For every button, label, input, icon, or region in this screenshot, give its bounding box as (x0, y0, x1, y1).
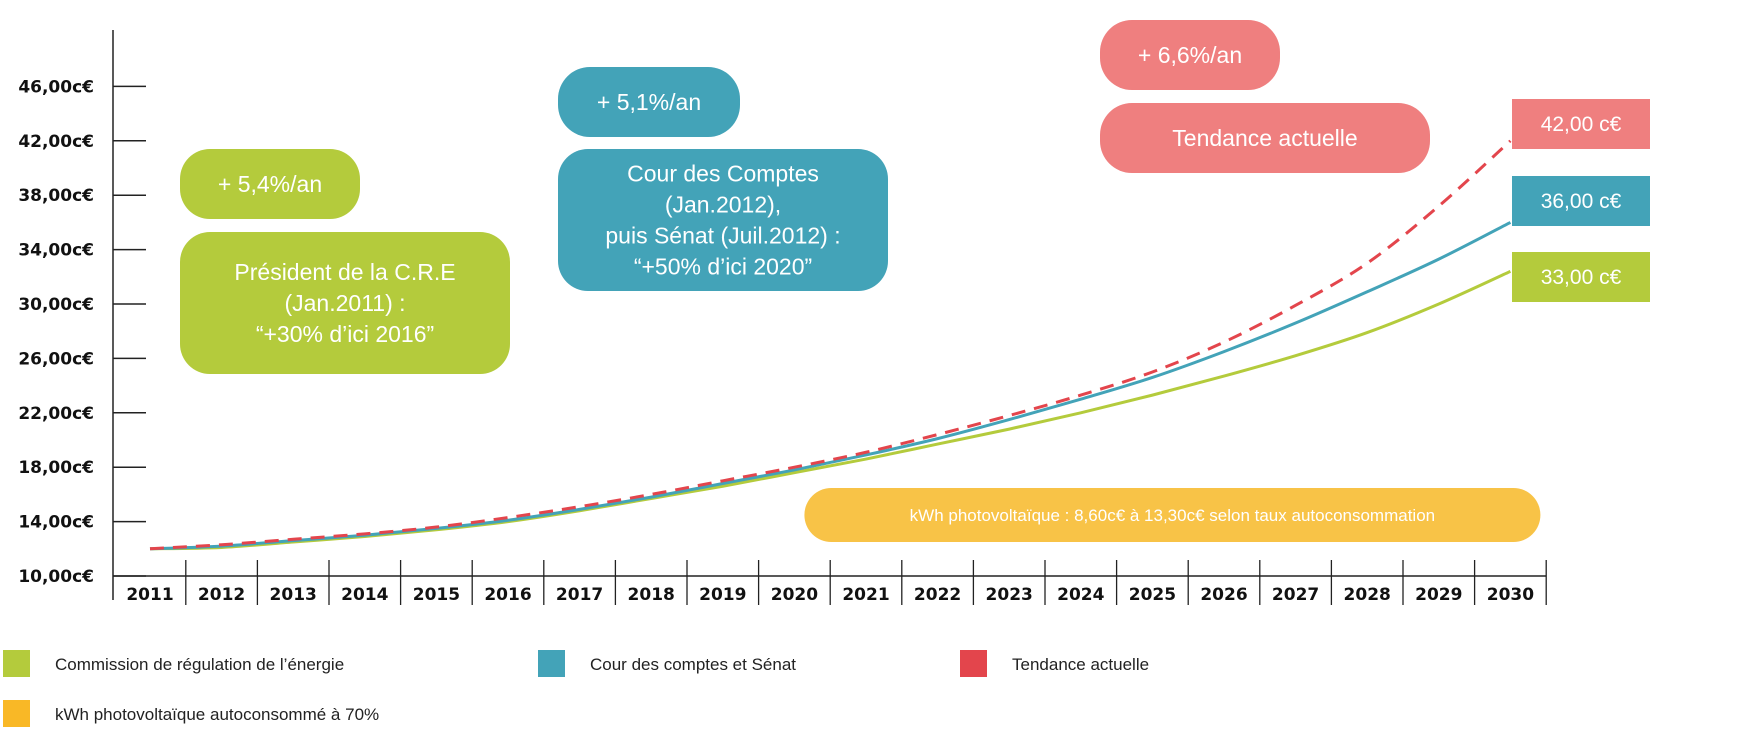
pv-band-label: kWh photovoltaïque : 8,60c€ à 13,30c€ se… (910, 506, 1435, 525)
end-value-box (1512, 176, 1650, 226)
cre-rate-bubble (180, 149, 360, 219)
legend-label: Tendance actuelle (1012, 655, 1149, 674)
cour-quote-bubble-text: (Jan.2012), (665, 192, 781, 218)
x-tick-label: 2019 (699, 585, 746, 605)
end-value-label: 33,00 c€ (1541, 266, 1622, 289)
x-tick-label: 2012 (198, 585, 245, 605)
cre-quote-bubble-text: Président de la C.R.E (234, 259, 455, 285)
y-tick-label: 22,00c€ (18, 404, 94, 424)
legend-swatch-cour (538, 650, 565, 677)
x-tick-label: 2029 (1415, 585, 1462, 605)
x-tick-label: 2026 (1200, 585, 1247, 605)
y-tick-label: 42,00c€ (18, 132, 94, 152)
x-tick-label: 2011 (126, 585, 173, 605)
pv-band (804, 488, 1541, 542)
x-tick-label: 2015 (413, 585, 460, 605)
y-tick-label: 18,00c€ (18, 458, 94, 478)
x-tick-label: 2018 (628, 585, 675, 605)
y-tick-label: 26,00c€ (18, 349, 94, 369)
cour-quote-bubble-text: “+50% d’ici 2020” (634, 254, 812, 280)
x-tick-label: 2016 (484, 585, 531, 605)
cre-quote-bubble-text: (Jan.2011) : (284, 290, 405, 316)
series-line-tendance (149, 139, 1512, 551)
cre-rate-bubble-text: + 5,4%/an (218, 171, 322, 197)
series-line-cour (149, 221, 1512, 551)
cour-rate-bubble-text: + 5,1%/an (597, 89, 701, 115)
x-tick-label: 2017 (556, 585, 603, 605)
legend-label: Commission de régulation de l’énergie (55, 655, 344, 674)
cre-quote-bubble (180, 232, 510, 374)
end-value-box (1512, 252, 1650, 302)
x-tick-label: 2030 (1487, 585, 1534, 605)
legend-swatch-pv_legend (3, 700, 30, 727)
cour-quote-bubble-text: Cour des Comptes (627, 161, 819, 187)
y-tick-label: 46,00c€ (18, 77, 94, 97)
x-tick-label: 2014 (341, 585, 388, 605)
x-tick-label: 2013 (270, 585, 317, 605)
end-value-label: 42,00 c€ (1541, 113, 1622, 136)
cour-rate-bubble (558, 67, 740, 137)
x-tick-label: 2023 (986, 585, 1033, 605)
cre-quote-bubble-text: “+30% d’ici 2016” (256, 321, 434, 347)
y-tick-label: 34,00c€ (18, 241, 94, 261)
x-tick-label: 2024 (1057, 585, 1104, 605)
x-tick-label: 2028 (1344, 585, 1391, 605)
legend-label: kWh photovoltaïque autoconsommé à 70% (55, 705, 379, 724)
legend-swatch-tendance (960, 650, 987, 677)
x-tick-label: 2022 (914, 585, 961, 605)
y-tick-label: 10,00c€ (18, 567, 94, 587)
tendance-label-bubble (1100, 103, 1430, 173)
x-tick-label: 2025 (1129, 585, 1176, 605)
y-tick-label: 14,00c€ (18, 513, 94, 533)
tendance-label-bubble-text: Tendance actuelle (1172, 125, 1357, 151)
end-value-box (1512, 99, 1650, 149)
tendance-rate-bubble (1100, 20, 1280, 90)
y-tick-label: 38,00c€ (18, 186, 94, 206)
legend-label: Cour des comptes et Sénat (590, 655, 796, 674)
cour-quote-bubble-text: puis Sénat (Juil.2012) : (605, 223, 840, 249)
x-tick-label: 2027 (1272, 585, 1319, 605)
tendance-rate-bubble-text: + 6,6%/an (1138, 42, 1242, 68)
legend-swatch-cre (3, 650, 30, 677)
y-tick-label: 30,00c€ (18, 295, 94, 315)
x-tick-label: 2021 (842, 585, 889, 605)
cour-quote-bubble (558, 149, 888, 291)
end-value-label: 36,00 c€ (1541, 190, 1622, 213)
x-tick-label: 2020 (771, 585, 818, 605)
